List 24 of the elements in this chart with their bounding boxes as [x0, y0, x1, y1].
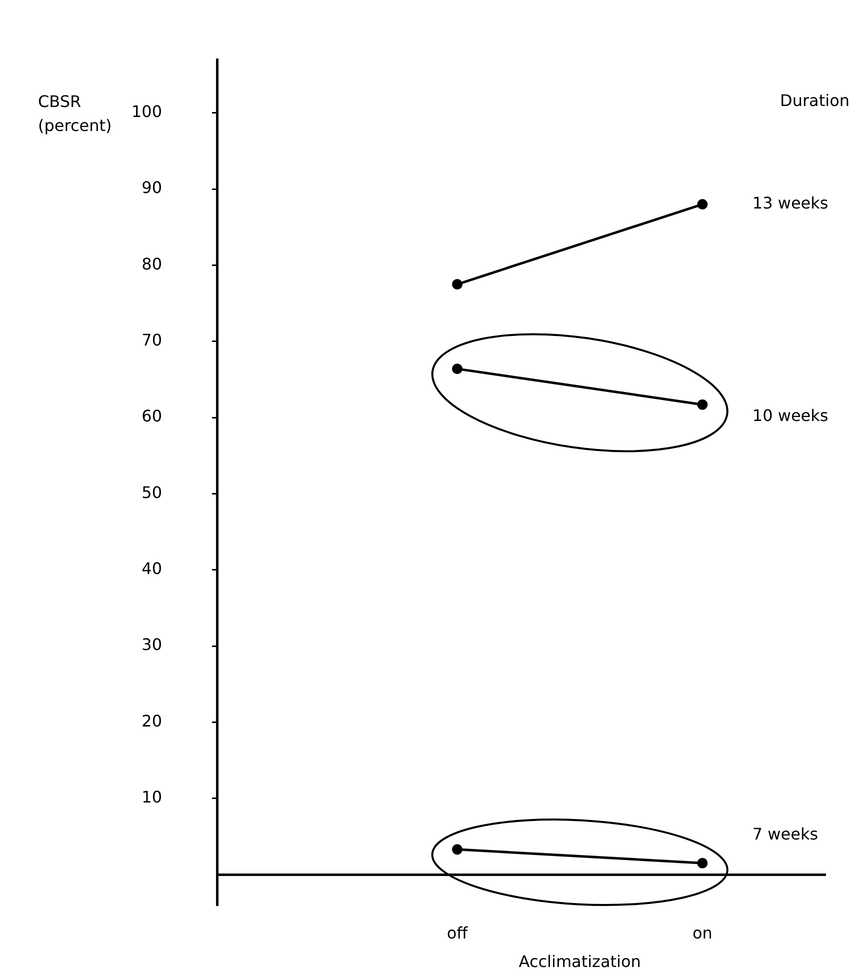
- y-tick-label: 80: [142, 254, 162, 274]
- y-tick-label: 10: [142, 788, 162, 807]
- y-axis-title: CBSR (percent): [38, 92, 112, 136]
- text: 13 weeks: [752, 193, 828, 212]
- x-tick-label: off: [446, 923, 469, 942]
- legend-title: Duration: [780, 91, 850, 110]
- point: [697, 199, 708, 210]
- x-tick-label: on: [692, 923, 712, 942]
- y-tick-label: 50: [142, 482, 162, 502]
- y-tick-label: 60: [142, 406, 162, 426]
- y-tick-label: 70: [142, 330, 162, 350]
- y-tick-label: 100: [131, 102, 162, 122]
- point: [697, 858, 708, 868]
- x-axis-title: Acclimatization: [518, 952, 641, 972]
- y-tick-label: 40: [142, 559, 162, 578]
- text: 7 weeks: [752, 824, 818, 844]
- text: 10 weeks: [752, 406, 828, 425]
- point: [452, 844, 463, 855]
- point: [452, 279, 463, 290]
- point: [697, 399, 708, 410]
- y-tick-label: 20: [142, 711, 162, 730]
- y-tick-label: 30: [142, 635, 162, 654]
- point: [452, 364, 463, 374]
- y-tick-label: 90: [142, 178, 162, 198]
